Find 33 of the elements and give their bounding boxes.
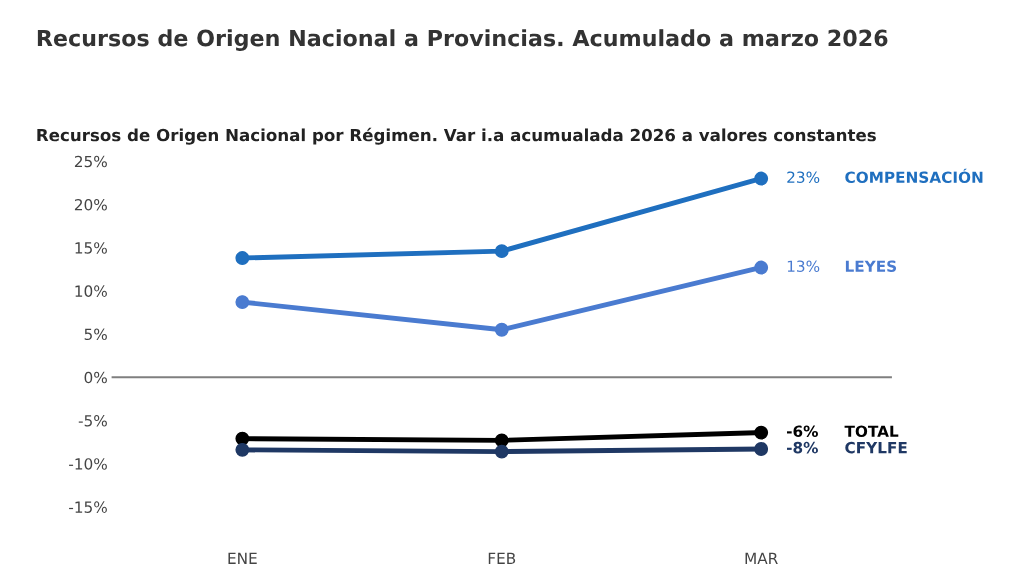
point	[494, 244, 509, 259]
chart-title: Recursos de Origen Nacional a Provincias. Acumulado a marzo 2026	[37, 29, 888, 51]
y-tick-label: 5%	[84, 328, 107, 341]
point	[235, 251, 250, 265]
text: LEYES	[845, 260, 897, 272]
y-tick-label: 0%	[84, 371, 107, 384]
y-tick-label: -15%	[69, 501, 107, 513]
point	[235, 442, 250, 457]
chart-subtitle: Recursos de Origen Nacional por Régimen. Var i.a acumualada 2026 a valores constantes	[37, 127, 876, 145]
point	[754, 260, 769, 275]
y-tick-label: 20%	[74, 198, 107, 211]
data-label: 13%	[787, 260, 820, 272]
point	[494, 433, 509, 448]
x-tick-label: ENE	[228, 552, 257, 564]
x-tick-label: MAR	[745, 552, 778, 564]
text: COMPENSACIÓN	[845, 168, 983, 183]
point	[494, 322, 509, 337]
data-label: -6%	[787, 425, 818, 438]
y-tick-label: -5%	[78, 414, 107, 427]
point	[235, 295, 250, 310]
x-tick-label: FEB	[488, 552, 516, 564]
point	[754, 171, 769, 186]
point	[494, 444, 509, 459]
point	[754, 425, 769, 440]
y-tick-label: -10%	[69, 458, 107, 470]
y-tick-label: 25%	[74, 155, 107, 168]
y-tick-label: 15%	[75, 242, 107, 254]
text: TOTAL	[844, 425, 899, 438]
point	[754, 442, 769, 456]
data-label: -8%	[787, 441, 818, 454]
y-tick-label: 10%	[75, 285, 107, 297]
data-label: 23%	[787, 171, 820, 183]
text: CFYLFE	[845, 441, 907, 454]
